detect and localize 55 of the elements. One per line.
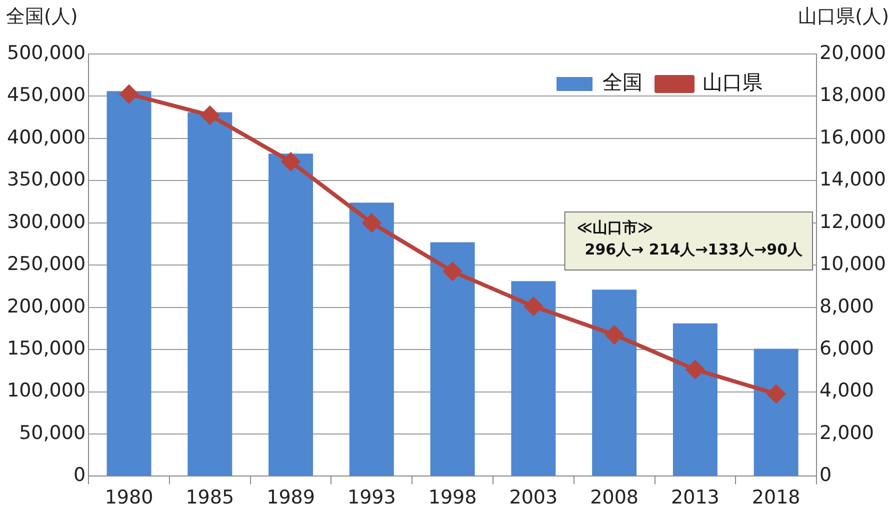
y-tick-label: 200,000 (6, 295, 86, 318)
x-tick-label: 2003 (509, 486, 558, 509)
y2-tick-label: 2,000 (820, 422, 874, 444)
point (767, 384, 786, 403)
y-tick-label: 50,000 (19, 422, 86, 444)
y2-tick-label: 8,000 (820, 295, 874, 318)
x-tick-label: 2008 (590, 486, 638, 509)
y2-tick-label: 6,000 (820, 337, 874, 360)
y2-tick-label: 14,000 (820, 168, 886, 191)
y2-axis-title: 山口県(人) (798, 5, 889, 28)
x-tick-label: 1989 (266, 486, 315, 509)
x-tick-label: 2018 (752, 486, 800, 509)
y2-tick-label: 16,000 (820, 126, 886, 148)
y-tick-label: 0 (73, 464, 86, 486)
y2-tick-label: 10,000 (820, 253, 886, 276)
x-tick-label: 2013 (671, 486, 720, 509)
legend-label: 全国 (602, 70, 643, 94)
y2-tick-label: 12,000 (820, 210, 886, 233)
bar (754, 348, 798, 476)
y-tick-label: 250,000 (6, 253, 86, 276)
x-tick-label: 1998 (428, 486, 477, 509)
y-tick-label: 450,000 (6, 84, 86, 106)
point (686, 360, 704, 379)
x-tick-label: 1980 (104, 486, 154, 509)
y2-tick-label: 20,000 (820, 42, 886, 64)
bar (430, 242, 475, 476)
bar (672, 323, 718, 476)
point (120, 85, 138, 104)
y-axis-title: 全国(人) (6, 5, 78, 28)
y2-tick-label: 0 (820, 464, 832, 486)
point (282, 152, 300, 171)
bar (511, 281, 556, 476)
bar (592, 290, 637, 476)
y2-tick-label: 18,000 (820, 84, 886, 106)
bar (268, 154, 314, 476)
y-tick-label: 150,000 (6, 337, 86, 360)
y2-tick-label: 4,000 (820, 380, 874, 402)
annotation: ≪山口市≫ (576, 218, 654, 236)
x-tick-label: 1993 (347, 486, 396, 509)
y-tick-label: 350,000 (6, 168, 86, 191)
y-tick-label: 100,000 (6, 380, 86, 402)
point (524, 297, 542, 316)
point (605, 326, 624, 344)
bar (106, 91, 152, 476)
legend-label: 山口県 (702, 70, 763, 94)
bar (188, 112, 232, 476)
point (444, 262, 462, 280)
bar (349, 202, 394, 476)
x-tick-label: 1985 (186, 486, 234, 509)
y-tick-label: 400,000 (6, 126, 86, 148)
y-tick-label: 300,000 (6, 210, 86, 233)
annotation: 296人→ 214人→133人→90人 (584, 240, 804, 258)
point (362, 214, 381, 232)
y-tick-label: 500,000 (6, 42, 86, 64)
point (200, 106, 219, 124)
